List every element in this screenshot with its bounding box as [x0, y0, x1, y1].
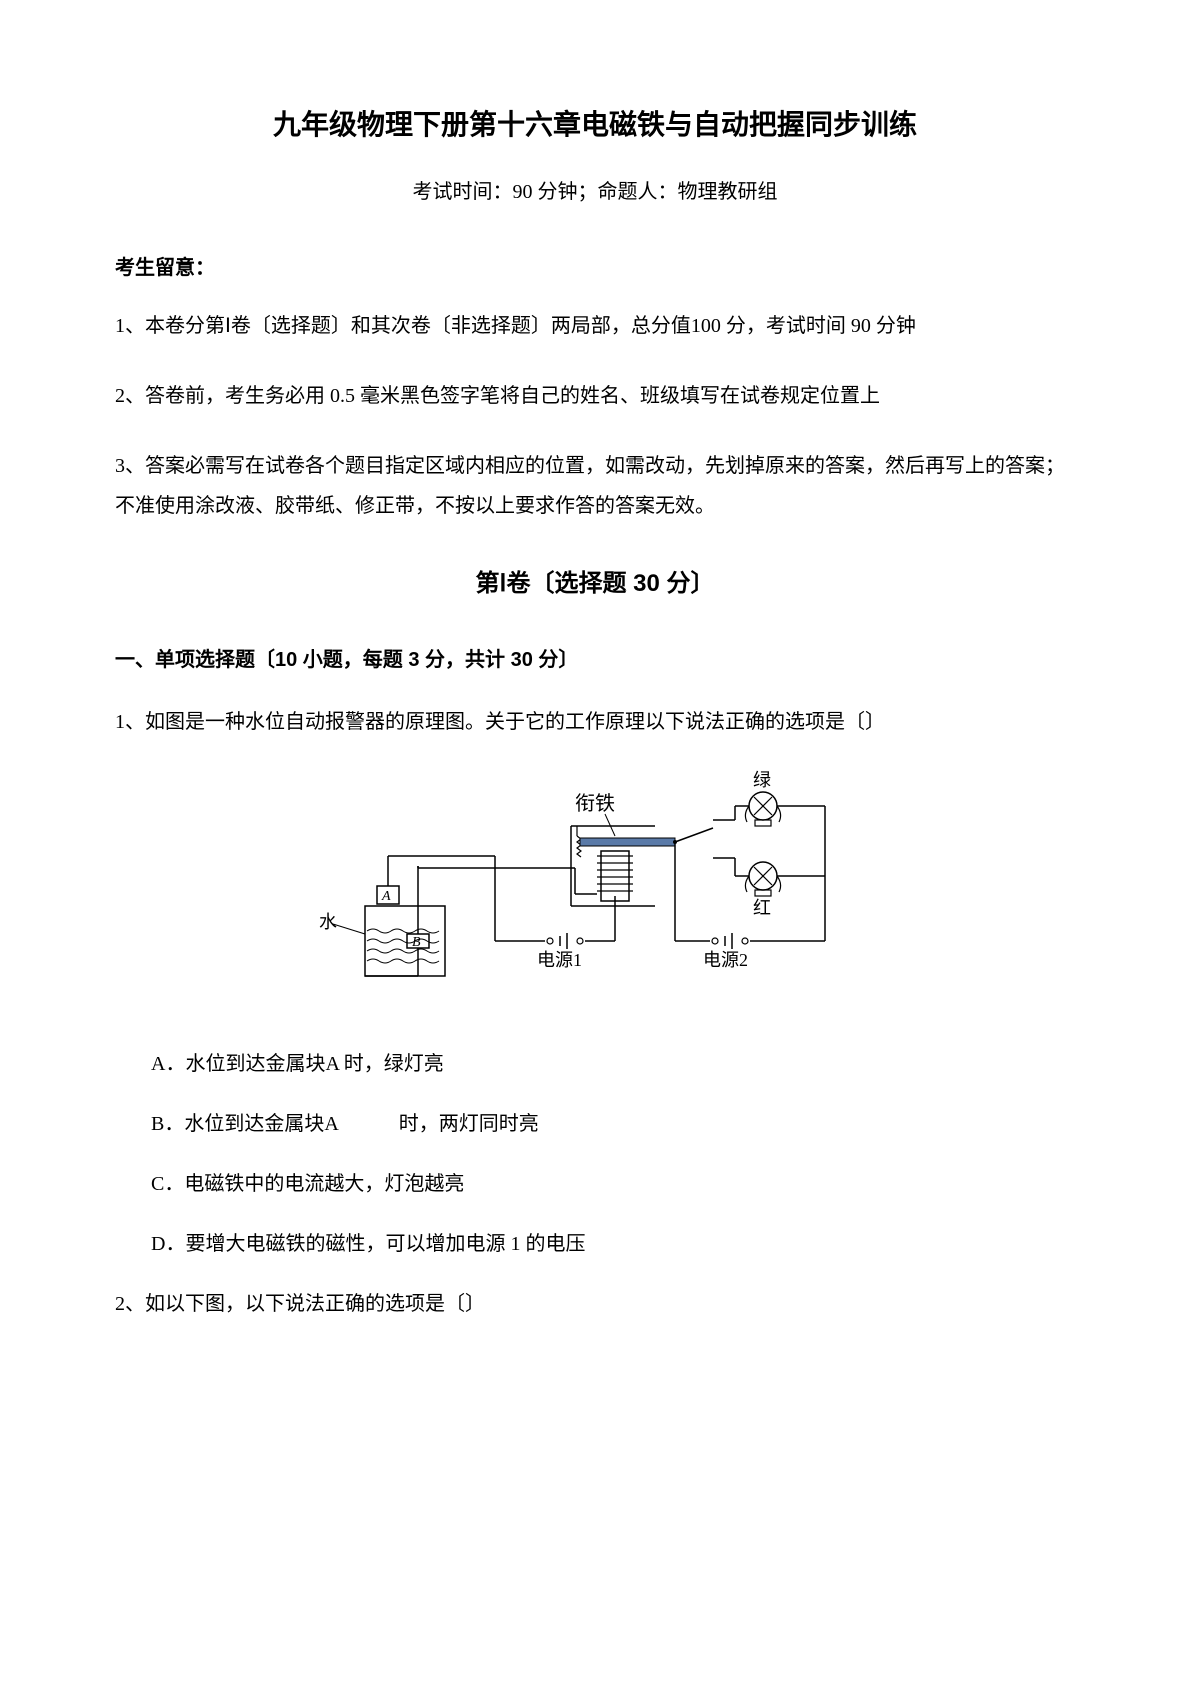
question-1-stem: 1、如图是一种水位自动报警器的原理图。关于它的工作原理以下说法正确的选项是〔〕: [115, 702, 1075, 742]
instruction-2: 2、答卷前，考生务必用 0.5 毫米黑色签字笔将自己的姓名、班级填写在试卷规定位…: [115, 376, 1075, 416]
label-a: A: [381, 889, 391, 904]
question-2-stem: 2、如以下图，以下说法正确的选项是〔〕: [115, 1284, 1075, 1324]
notice-header: 考生留意：: [115, 250, 1075, 286]
label-b: B: [412, 935, 421, 950]
label-armature: 衔铁: [575, 792, 615, 815]
label-red: 红: [753, 898, 771, 918]
q1-option-c: C．电磁铁中的电流越大，灯泡越亮: [151, 1164, 1075, 1204]
q1-option-d: D．要增大电磁铁的磁性，可以增加电源 1 的电压: [151, 1224, 1075, 1264]
label-green: 绿: [753, 770, 771, 790]
q1-option-b: B．水位到达金属块A 时，两灯同时亮: [151, 1104, 1075, 1144]
part-header: 第Ⅰ卷〔选择题 30 分〕: [115, 562, 1075, 605]
exam-subtitle: 考试时间：90 分钟；命题人：物理教研组: [115, 174, 1075, 210]
label-ps1: 电源1: [537, 950, 582, 970]
label-ps2: 电源2: [703, 950, 748, 970]
instruction-1: 1、本卷分第Ⅰ卷〔选择题〕和其次卷〔非选择题〕两局部，总分值100 分，考试时间…: [115, 306, 1075, 346]
circuit-diagram: 水 A B 电源1: [315, 766, 875, 1006]
q1-option-a: A．水位到达金属块A 时，绿灯亮: [151, 1044, 1075, 1084]
exam-title: 九年级物理下册第十六章电磁铁与自动把握同步训练: [115, 100, 1075, 150]
instruction-3: 3、答案必需写在试卷各个题目指定区域内相应的位置，如需改动，先划掉原来的答案，然…: [115, 446, 1075, 526]
question-1-diagram: 水 A B 电源1: [115, 766, 1075, 1017]
question-section-header: 一、单项选择题〔10 小题，每题 3 分，共计 30 分〕: [115, 642, 1075, 678]
label-water: 水: [319, 912, 337, 932]
